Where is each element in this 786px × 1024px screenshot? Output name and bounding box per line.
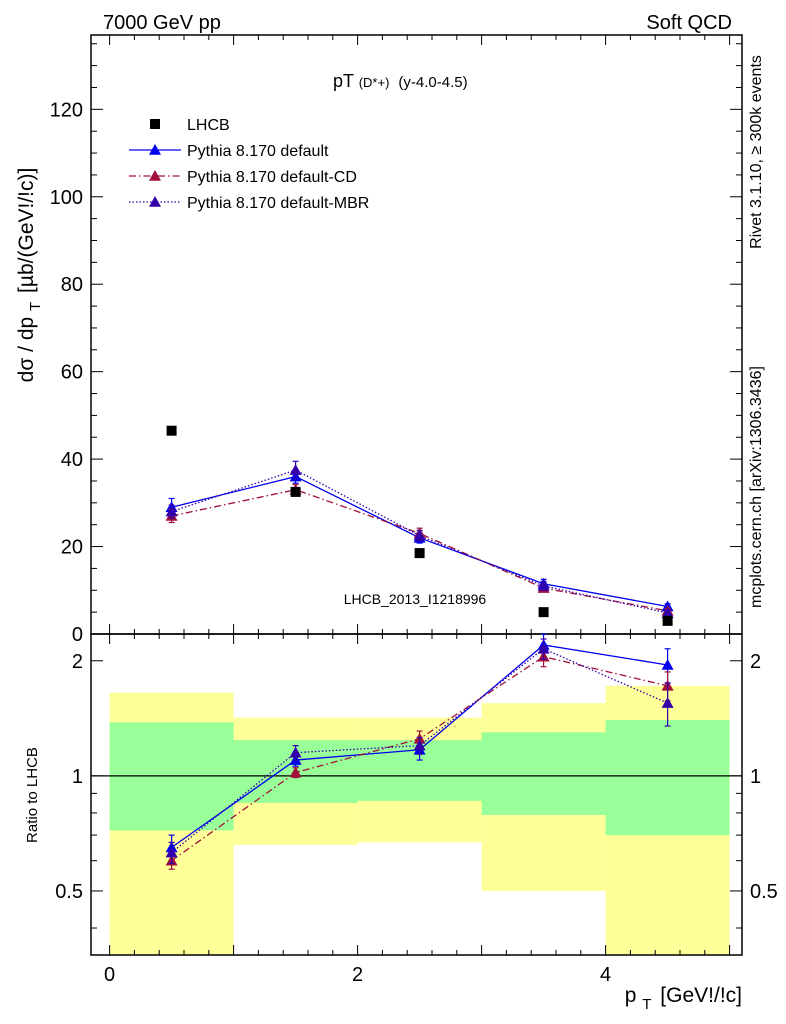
ratio-pythia-default-mbr-point	[413, 739, 426, 751]
main-y-tick-label: 100	[50, 187, 83, 209]
x-axis-label-units: [GeV!/!c]	[660, 984, 742, 1007]
main-y-tick-label: 0	[72, 624, 83, 646]
x-axis-label-text: p	[625, 984, 637, 1007]
main-pythia-default-mbr-point	[413, 529, 426, 541]
main-lhcb-point	[538, 607, 549, 618]
ratio-pythia-default-mbr-point	[289, 746, 302, 758]
legend-pythia-default-mbr-marker	[149, 196, 161, 207]
main-lhcb-point	[414, 548, 425, 559]
main-title-text: pT	[333, 71, 354, 91]
ratio-pythia-default-mbr-point	[537, 642, 550, 654]
main-title: pT (D*+) (y-4.0-4.5)	[333, 71, 468, 91]
legend-pythia-default-cd-marker	[149, 170, 161, 181]
x-tick-label: 2	[352, 964, 363, 986]
band-green-3	[481, 732, 606, 816]
main-y-tick-label: 20	[61, 537, 83, 559]
main-watermark: LHCB_2013_I1218996	[344, 591, 487, 607]
x-axis-label-subscript: T	[642, 996, 651, 1013]
main-panel: 0 20 40 60 80 100 120 LHCB Pythia 8.170 default P…	[50, 34, 743, 646]
ratio-pythia-default-cd-point	[289, 766, 302, 778]
main-pythia-default-cd-line	[171, 489, 668, 612]
main-y-tick-label: 60	[61, 362, 83, 384]
ratio-y-tick-label-right: 1	[750, 766, 761, 788]
legend-pythia-default-mbr-label: Pythia 8.170 default-MBR	[187, 195, 369, 212]
rivet-label: Rivet 3.1.10, ≥ 300k events	[748, 55, 765, 249]
ratio-pythia-default-mbr-line	[171, 648, 668, 854]
ratio-y-tick-label: 0.5	[55, 881, 83, 903]
main-y-tick-label: 120	[50, 99, 83, 121]
main-lhcb-point	[662, 615, 673, 626]
energy-label: 7000 GeV pp	[103, 12, 221, 34]
x-tick-label: 4	[600, 964, 611, 986]
legend-pythia-default-marker	[149, 144, 161, 155]
main-y-axis-label-units: [µb/(GeV!/!c)]	[15, 168, 38, 293]
ratio-y-tick-label-right: 0.5	[750, 881, 778, 903]
ratio-pythia-default-point	[661, 658, 674, 670]
process-label: Soft QCD	[646, 12, 732, 34]
main-y-tick-label: 80	[61, 274, 83, 296]
main-lhcb-point	[290, 486, 301, 497]
main-lhcb-point	[166, 425, 177, 436]
main-y-axis-label-subscript: T	[27, 302, 44, 311]
main-title-suffix: (y-4.0-4.5)	[398, 74, 467, 91]
main-title-superscript: (D*+)	[359, 75, 390, 90]
ratio-y-tick-label-right: 2	[750, 651, 761, 673]
ratio-panel: 0 2 4 0.5 0.5 1 1 2 2	[55, 633, 778, 986]
main-pythia-default-mbr-point	[289, 464, 302, 475]
ratio-pythia-default-mbr-point	[661, 697, 674, 708]
main-y-axis-label: dσ / dp T [µb/(GeV!/!c)]	[15, 168, 45, 383]
legend-pythia-default-cd-label: Pythia 8.170 default-CD	[187, 169, 357, 186]
main-pythia-default-mbr-point	[537, 579, 550, 591]
ratio-pythia-default-mbr-point	[165, 846, 178, 858]
x-axis-label: p T [GeV!/!c]	[625, 984, 742, 1014]
main-pythia-default-mbr-point	[165, 505, 178, 517]
x-tick-label: 0	[104, 964, 115, 986]
mcplots-label: mcplots.cern.ch [arXiv:1306.3436]	[748, 366, 765, 608]
ratio-frame	[90, 633, 743, 956]
main-y-axis-label-text: dσ / dp	[15, 317, 38, 383]
ratio-y-tick-label: 1	[72, 766, 83, 788]
legend-lhcb-marker	[150, 119, 160, 129]
main-y-tick-label: 40	[61, 449, 83, 471]
ratio-y-axis-label: Ratio to LHCB	[24, 747, 41, 843]
band-green-4	[605, 720, 730, 836]
ratio-y-tick-label: 2	[72, 651, 83, 673]
main-pythia-default-mbr-point	[661, 607, 674, 618]
legend-pythia-default-label: Pythia 8.170 default	[187, 143, 329, 160]
legend-lhcb-label: LHCB	[187, 117, 230, 134]
